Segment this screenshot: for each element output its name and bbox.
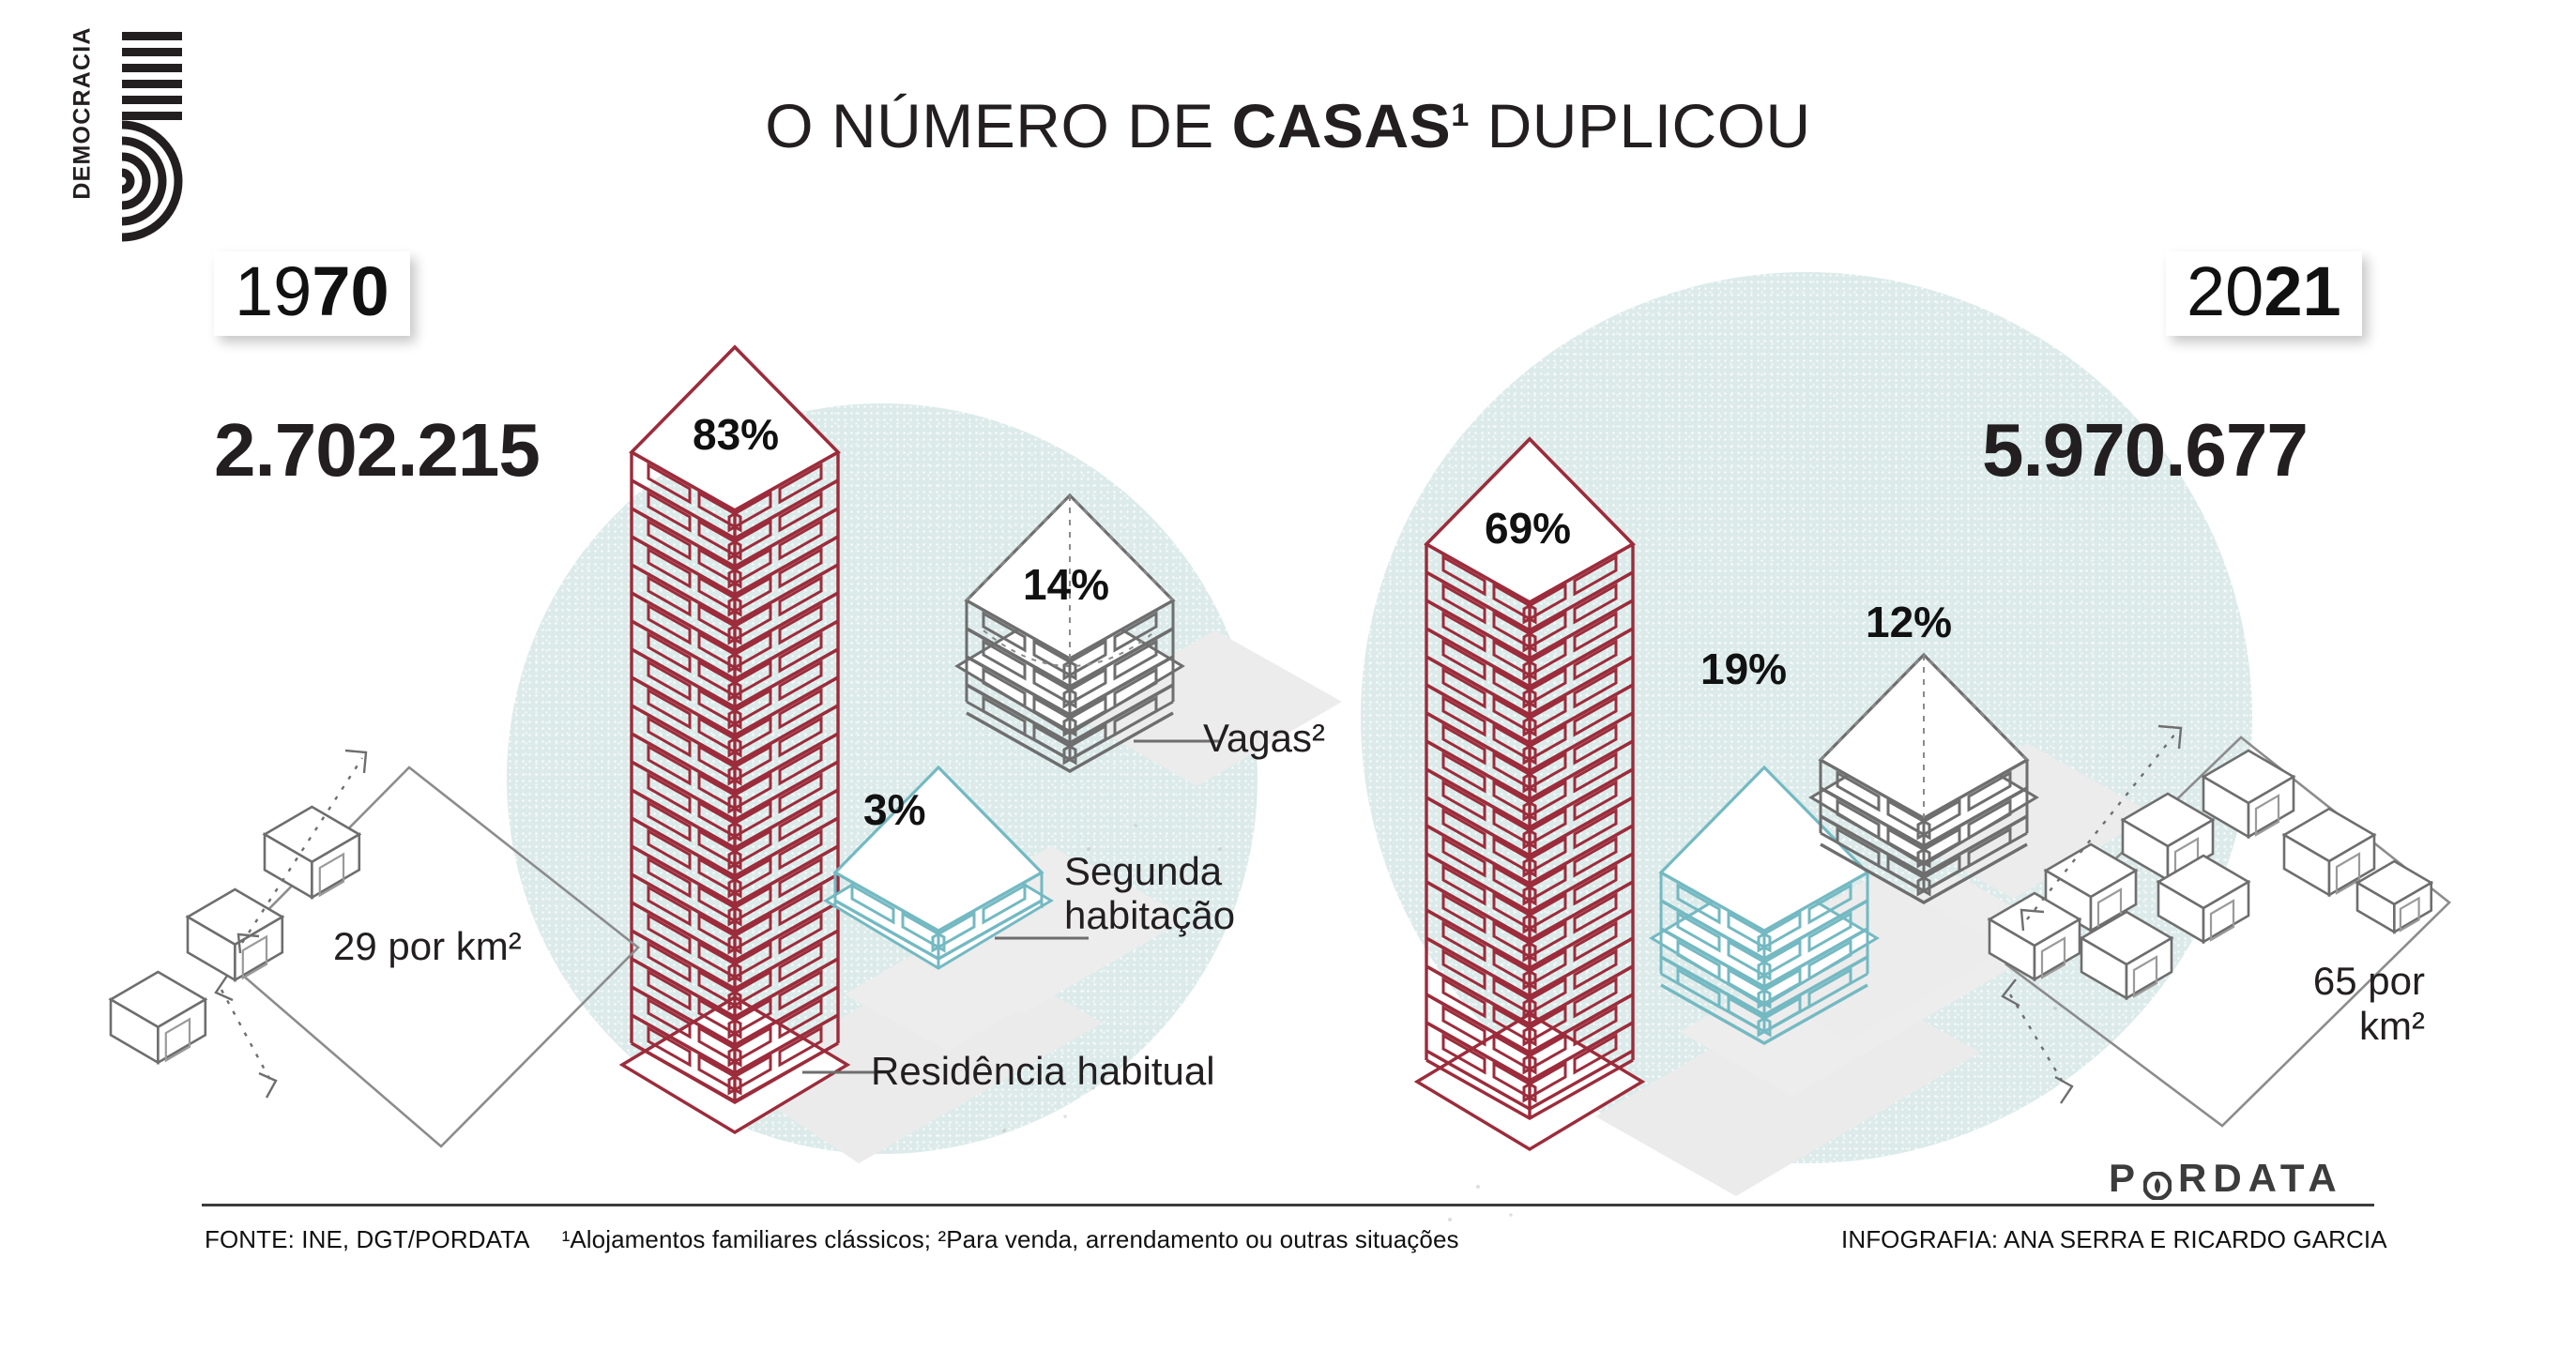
density-label-1970: 29 por km² <box>333 924 522 968</box>
legend-label-residencia: Residência habitual <box>871 1049 1215 1093</box>
pordata-p: P <box>2109 1156 2142 1200</box>
building-segunda-habitacao-2021 <box>1652 767 1877 1045</box>
building-vagas-2021 <box>1811 655 2036 904</box>
pct-segunda-1970: 3% <box>863 785 926 834</box>
year-chip-1970: 1970 <box>214 251 410 336</box>
legend-label-segunda: Segunda habitação <box>1064 849 1364 937</box>
page-title: O NÚMERO DE CASAS1 DUPLICOU <box>0 90 2576 161</box>
footer-source: FONTE: INE, DGT/PORDATA ¹Alojamentos fami… <box>205 1225 1459 1254</box>
pct-vagas-1970: 14% <box>1023 560 1110 609</box>
title-suffix: DUPLICOU <box>1469 91 1811 160</box>
pct-segunda-2021: 19% <box>1700 645 1788 693</box>
pordata-o-icon <box>2142 1164 2172 1201</box>
logo-arcs-icon <box>122 120 183 242</box>
pct-residencia-1970: 83% <box>693 410 780 459</box>
year-2021-bold: 21 <box>2264 252 2341 330</box>
pct-vagas-2021: 12% <box>1866 598 1953 646</box>
legend-connectors <box>802 741 1220 1072</box>
legend-segunda-line2: habitação <box>1064 893 1236 938</box>
year-1970-light: 19 <box>235 252 312 330</box>
building-segunda-habitacao-1970 <box>826 767 1051 968</box>
building-residencia-habitual-1970 <box>622 347 847 1132</box>
pct-residencia-2021: 69% <box>1485 504 1572 553</box>
year-chip-2021: 2021 <box>2166 251 2362 336</box>
density-2021-line2: km² <box>2359 1004 2425 1049</box>
pordata-rest: RDATA <box>2178 1156 2343 1200</box>
houses-plot-2021 <box>1988 726 2449 1126</box>
footer-credit: INFOGRAFIA: ANA SERRA E RICARDO GARCIA <box>1841 1225 2387 1253</box>
building-residencia-habitual-2021 <box>1417 439 1642 1149</box>
title-highlight: CASAS <box>1231 91 1452 160</box>
density-label-2021: 65 por km² <box>2218 959 2425 1050</box>
legend-label-vagas: Vagas² <box>1203 716 1325 760</box>
houses-plot-1970 <box>109 751 638 1146</box>
democracia-logo: DEMOCRACIA <box>36 17 186 242</box>
year-2021-light: 20 <box>2187 252 2264 330</box>
title-prefix: O NÚMERO DE <box>765 91 1232 160</box>
logo-bars-icon <box>122 32 182 120</box>
total-2021: 5.970.677 <box>1982 408 2309 492</box>
footer-source-label: FONTE: <box>205 1225 295 1253</box>
building-vagas-1970 <box>957 495 1182 773</box>
footer-source-value: INE, DGT/PORDATA <box>301 1225 530 1253</box>
title-footnote-marker: 1 <box>1451 98 1470 133</box>
total-1970: 2.702.215 <box>214 408 541 492</box>
year-1970-bold: 70 <box>312 252 389 330</box>
pordata-logo: P RDATA <box>2109 1156 2343 1201</box>
density-2021-line1: 65 por <box>2312 959 2425 1003</box>
footer-divider <box>202 1204 2374 1206</box>
footer-notes: ¹Alojamentos familiares clássicos; ²Para… <box>561 1225 1459 1253</box>
legend-segunda-line1: Segunda <box>1064 849 1223 893</box>
